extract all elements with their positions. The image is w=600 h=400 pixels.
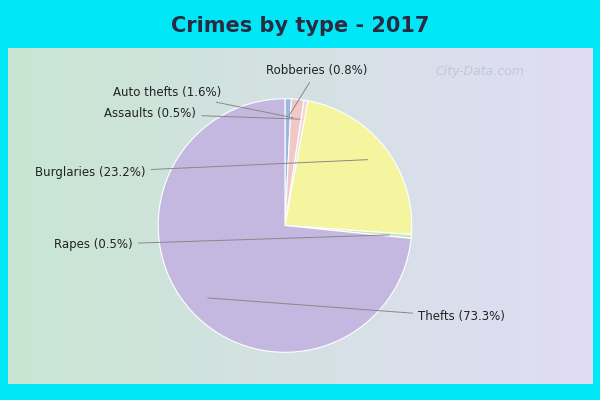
Wedge shape [285, 99, 292, 226]
Text: Crimes by type - 2017: Crimes by type - 2017 [171, 16, 429, 36]
Text: City-Data.com: City-Data.com [436, 66, 524, 78]
Text: Rapes (0.5%): Rapes (0.5%) [54, 235, 389, 251]
Wedge shape [285, 101, 412, 234]
Text: Robberies (0.8%): Robberies (0.8%) [266, 64, 367, 116]
Wedge shape [285, 226, 412, 238]
Text: Burglaries (23.2%): Burglaries (23.2%) [35, 160, 367, 179]
Wedge shape [158, 99, 411, 352]
Wedge shape [285, 99, 304, 226]
Text: Thefts (73.3%): Thefts (73.3%) [208, 298, 505, 323]
Text: Assaults (0.5%): Assaults (0.5%) [104, 108, 300, 120]
Text: Auto thefts (1.6%): Auto thefts (1.6%) [113, 86, 293, 118]
Wedge shape [285, 100, 308, 226]
